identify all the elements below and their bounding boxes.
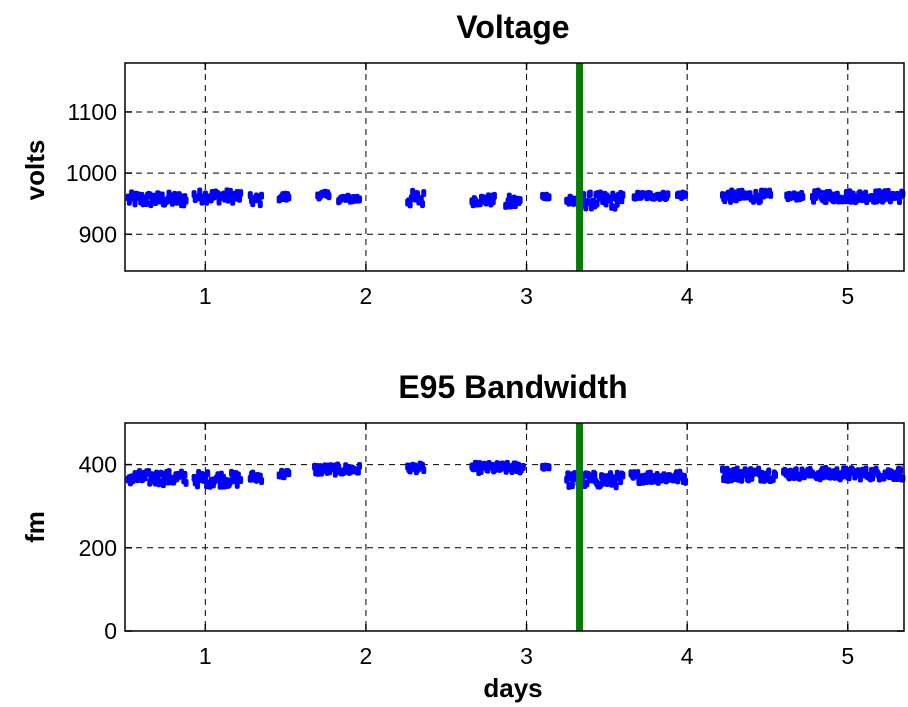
bandwidth-xtick-label: 4 — [681, 643, 694, 669]
bandwidth-data-point — [546, 463, 552, 472]
voltage-data-point — [587, 189, 593, 198]
bandwidth-data-point — [183, 478, 189, 487]
bandwidth-yticks: 0 200 400 — [79, 452, 904, 644]
voltage-xtick-label: 1 — [199, 283, 212, 309]
voltage-data-point — [683, 190, 689, 199]
voltage-xtick-label: 5 — [841, 283, 854, 309]
voltage-ytick-label: 900 — [79, 221, 117, 247]
voltage-data-point — [517, 196, 523, 205]
bandwidth-xtick-label: 3 — [520, 643, 533, 669]
voltage-data-point — [326, 192, 332, 201]
voltage-data-point — [877, 189, 883, 198]
bandwidth-data-point — [357, 461, 363, 470]
voltage-data-point — [614, 199, 620, 208]
bandwidth-data-point — [766, 467, 772, 476]
voltage-ytick-label: 1000 — [66, 160, 117, 186]
bandwidth-ytick-label: 0 — [104, 618, 117, 644]
voltage-yticks: 900 1000 1100 — [66, 99, 904, 247]
bandwidth-data-point — [683, 477, 689, 486]
bandwidth-data-point — [569, 481, 575, 490]
voltage-data-point — [420, 200, 426, 209]
voltage-panel: Voltage volts 1 2 3 4 5 900 1000 1100 — [20, 9, 906, 309]
voltage-points — [125, 187, 906, 212]
bandwidth-data-point — [332, 469, 338, 478]
voltage-ylabel: volts — [20, 140, 50, 201]
bandwidth-panel: E95 Bandwidth fm days 1 2 3 4 5 0 200 400 — [20, 369, 906, 703]
bandwidth-xticks: 1 2 3 4 5 — [199, 423, 854, 669]
bandwidth-data-point — [620, 471, 626, 480]
voltage-title: Voltage — [456, 9, 569, 45]
bandwidth-data-point — [773, 470, 779, 479]
voltage-data-point — [407, 200, 413, 209]
bandwidth-xtick-label: 2 — [360, 643, 373, 669]
bandwidth-data-point — [720, 465, 726, 474]
bandwidth-data-point — [863, 465, 869, 474]
bandwidth-ytick-label: 200 — [79, 535, 117, 561]
voltage-data-point — [357, 195, 363, 204]
voltage-xtick-label: 3 — [520, 283, 533, 309]
voltage-data-point — [159, 191, 165, 200]
bandwidth-data-point — [259, 477, 265, 486]
bandwidth-xtick-label: 1 — [199, 643, 212, 669]
bandwidth-points — [125, 459, 906, 491]
bandwidth-data-point — [166, 468, 172, 477]
bandwidth-title: E95 Bandwidth — [398, 369, 627, 405]
voltage-grid — [125, 63, 904, 271]
voltage-data-point — [132, 199, 138, 208]
voltage-data-point — [594, 199, 600, 208]
voltage-data-point — [143, 198, 149, 207]
voltage-data-point — [885, 187, 891, 196]
voltage-data-point — [257, 200, 263, 209]
bandwidth-ytick-label: 400 — [79, 452, 117, 478]
voltage-ytick-label: 1100 — [68, 99, 117, 125]
bandwidth-data-point — [154, 469, 160, 478]
bandwidth-data-point — [286, 469, 292, 478]
voltage-axes-frame — [124, 62, 905, 272]
voltage-data-point — [620, 190, 626, 199]
voltage-data-point — [183, 196, 189, 205]
voltage-data-point — [491, 191, 497, 200]
bandwidth-data-point — [520, 463, 526, 472]
bandwidth-xlabel: days — [483, 673, 542, 703]
bandwidth-xtick-label: 5 — [841, 643, 854, 669]
bandwidth-data-point — [846, 473, 852, 482]
bandwidth-axes-frame — [124, 422, 905, 632]
bandwidth-grid — [125, 423, 904, 632]
voltage-xticks: 1 2 3 4 5 — [199, 63, 854, 309]
bandwidth-data-point — [898, 466, 904, 475]
voltage-data-point — [585, 198, 591, 207]
bandwidth-data-point — [182, 470, 188, 479]
bandwidth-data-point — [834, 466, 840, 475]
bandwidth-data-point — [238, 475, 244, 484]
bandwidth-data-point — [194, 481, 200, 490]
voltage-data-point — [768, 190, 774, 199]
bandwidth-data-point — [592, 470, 598, 479]
bandwidth-data-point — [205, 469, 211, 478]
voltage-data-point — [728, 196, 734, 205]
voltage-data-point — [421, 189, 427, 198]
voltage-data-point — [665, 190, 671, 199]
voltage-data-point — [286, 193, 292, 202]
bandwidth-data-point — [421, 466, 427, 475]
bandwidth-data-point — [613, 482, 619, 491]
voltage-data-point — [546, 193, 552, 202]
voltage-xtick-label: 4 — [681, 283, 694, 309]
voltage-data-point — [238, 189, 244, 198]
bandwidth-ylabel: fm — [20, 511, 50, 543]
voltage-data-point — [259, 191, 265, 200]
voltage-data-point — [800, 192, 806, 201]
voltage-xtick-label: 2 — [360, 283, 373, 309]
